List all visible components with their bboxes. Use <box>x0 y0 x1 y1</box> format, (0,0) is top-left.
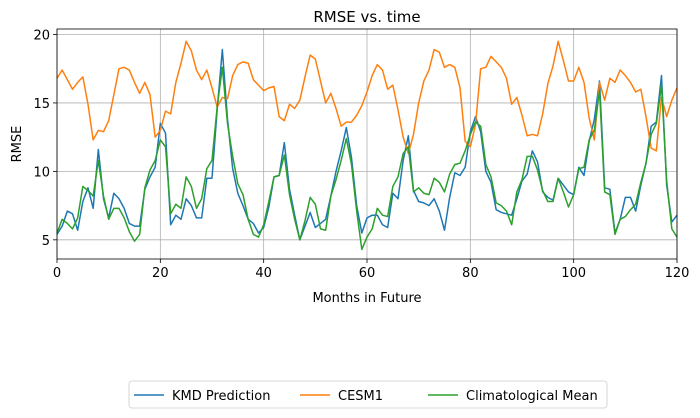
y-tick-label: 15 <box>33 97 50 112</box>
legend: KMD Prediction CESM1 Climatological Mean <box>128 380 608 409</box>
x-tick-label: 40 <box>255 266 272 281</box>
y-axis-label: RMSE <box>10 126 25 163</box>
x-tick-label: 20 <box>152 266 169 281</box>
x-tick-label: 80 <box>462 266 479 281</box>
x-tick-label: 60 <box>359 266 376 281</box>
y-tick-label: 5 <box>42 234 50 249</box>
legend-frame <box>128 380 608 409</box>
x-axis-label: Months in Future <box>312 291 421 306</box>
grid-lines <box>56 29 678 259</box>
legend-label-cesm1: CESM1 <box>338 389 383 404</box>
x-axis: 0 20 40 60 80 100 120 <box>53 259 690 281</box>
x-tick-label: 120 <box>665 266 690 281</box>
x-tick-label: 0 <box>53 266 61 281</box>
chart-title: RMSE vs. time <box>313 8 420 26</box>
series-lines <box>56 40 678 251</box>
legend-label-kmd-prediction: KMD Prediction <box>172 389 270 404</box>
y-tick-label: 10 <box>33 165 50 180</box>
y-axis: 5 10 15 20 <box>33 28 57 249</box>
series-line-cesm1 <box>56 40 678 155</box>
legend-label-climatological-mean: Climatological Mean <box>466 389 598 404</box>
x-tick-label: 100 <box>561 266 586 281</box>
y-tick-label: 20 <box>33 28 50 43</box>
series-line-climatological-mean <box>56 66 678 251</box>
